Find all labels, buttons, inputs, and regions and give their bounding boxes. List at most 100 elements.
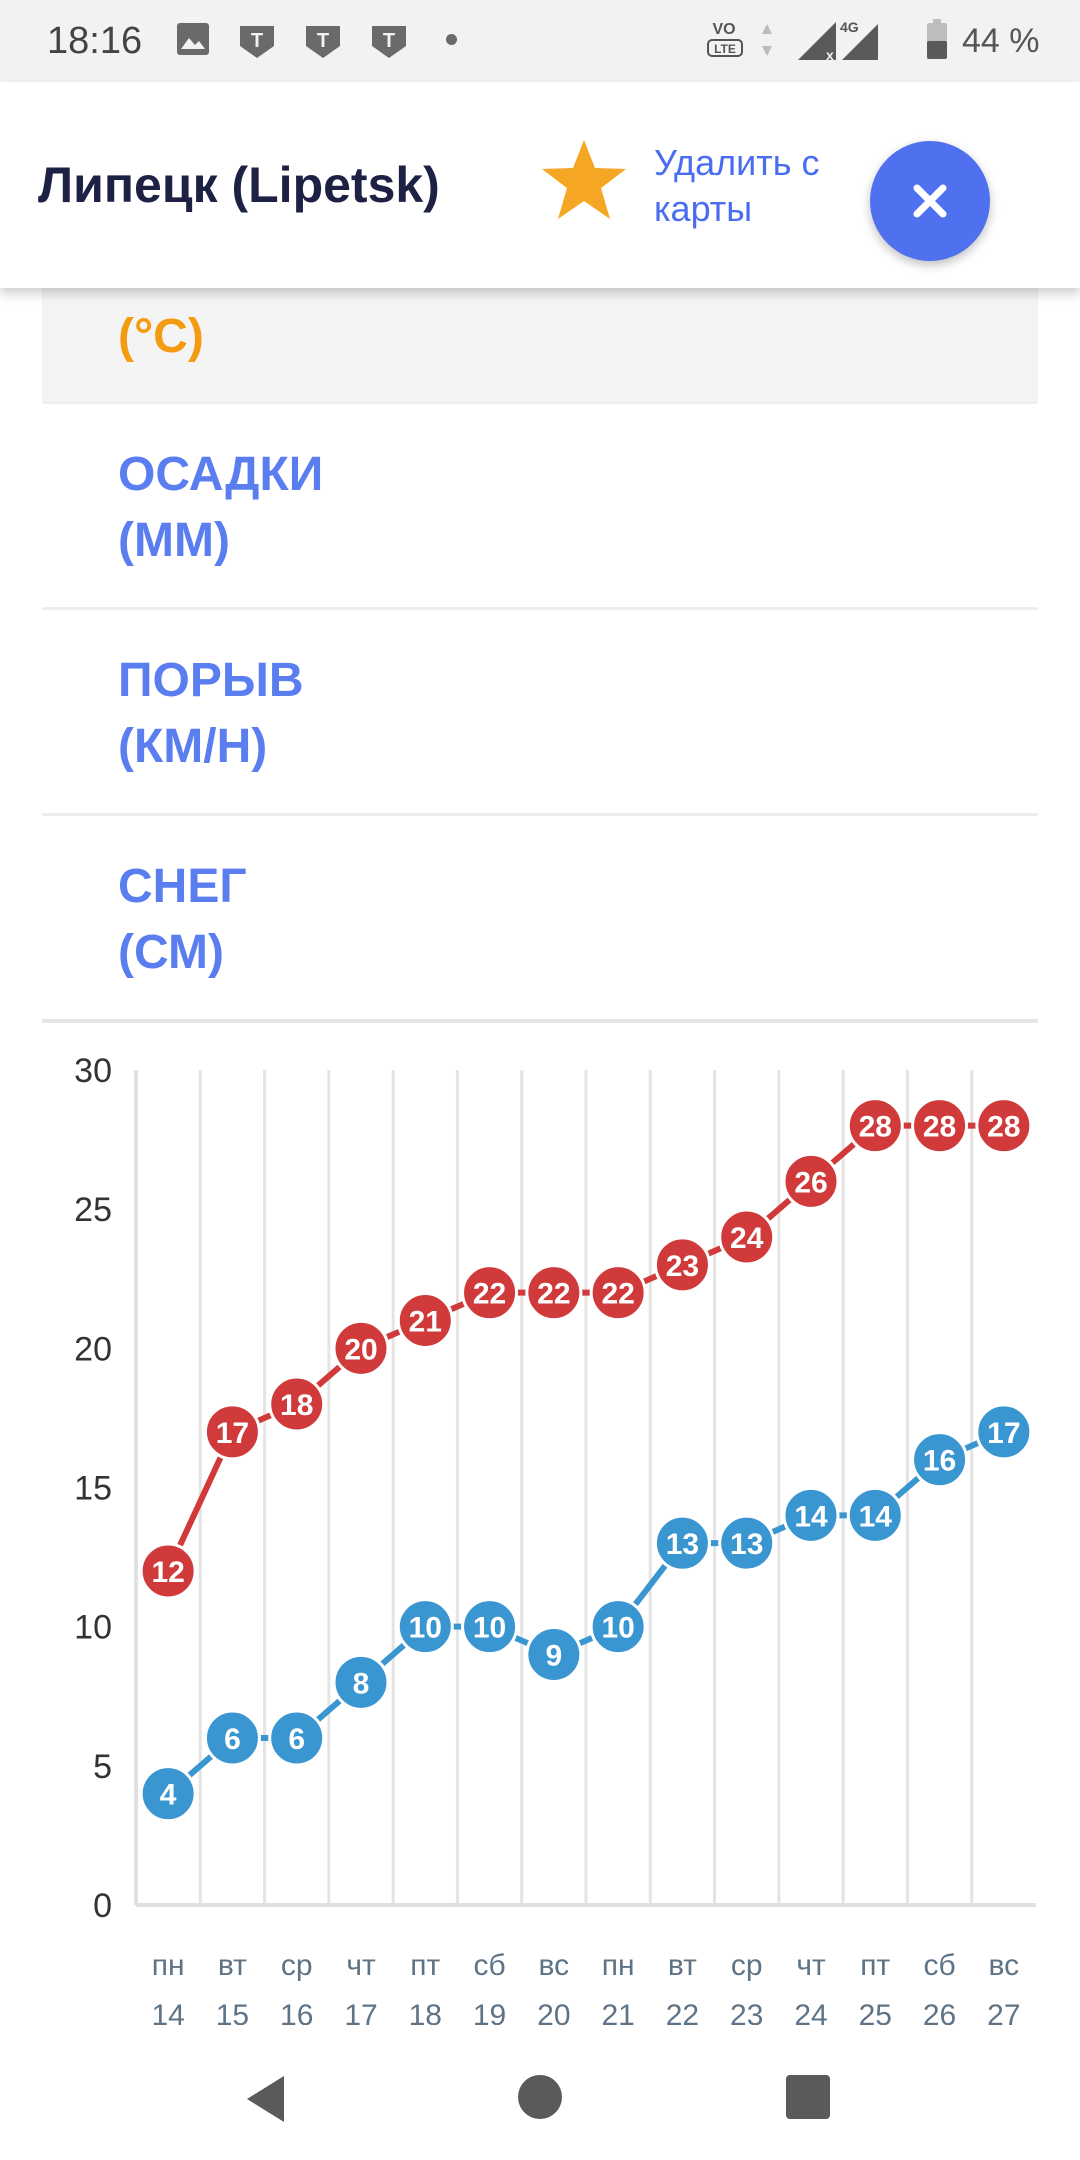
temperature-chart: 0 5 10 15 20 25 30 пн 14 вт 15 ср 16 чт 17 пт 18 сб 19 вс 20…: [74, 1052, 1036, 2025]
precipitation-row[interactable]: ОСАДКИ (ММ): [42, 404, 1038, 610]
snow-label: СНЕГ (СМ): [118, 854, 247, 986]
x-tick-day-label: чт: [796, 1949, 826, 1982]
x-tick-date-label: 17: [344, 1999, 377, 2025]
x-tick-day-label: ср: [281, 1949, 313, 1982]
signal-icon: x: [798, 22, 836, 62]
x-tick-date-label: 22: [666, 1999, 699, 2025]
x-tick-day-label: пн: [152, 1949, 185, 1982]
page-title: Липецк (Lipetsk): [38, 157, 440, 213]
data-label: 14: [794, 1500, 828, 1533]
location-header: Липецк (Lipetsk) Удалить с карты: [0, 82, 1080, 288]
x-tick-day-label: вт: [218, 1949, 247, 1982]
battery-icon: [927, 19, 947, 59]
remove-from-map-link[interactable]: Удалить с карты: [654, 142, 820, 229]
data-label: 17: [216, 1417, 249, 1450]
svg-text:T: T: [383, 30, 395, 52]
gust-row[interactable]: ПОРЫВ (КМ/Н): [42, 610, 1038, 816]
data-label: 26: [794, 1166, 827, 1199]
recents-icon[interactable]: [786, 2075, 830, 2119]
x-tick-day-label: чт: [346, 1949, 376, 1982]
data-label: 28: [987, 1111, 1020, 1144]
x-tick-day-label: пт: [410, 1949, 440, 1982]
x-tick-day-label: вс: [989, 1949, 1020, 1982]
gust-label-unit: (КМ/Н): [118, 720, 268, 773]
data-label: 17: [987, 1417, 1020, 1450]
snow-row[interactable]: СНЕГ (СМ): [42, 816, 1038, 1023]
data-point: [461, 1264, 519, 1322]
data-point: [396, 1292, 454, 1349]
data-point: [139, 1765, 197, 1823]
data-label: 16: [923, 1445, 956, 1478]
data-point: [846, 1486, 904, 1544]
x-tick-date-label: 20: [537, 1999, 570, 2025]
data-label: 12: [151, 1556, 184, 1589]
x-tick-day-label: пт: [860, 1949, 890, 1982]
x-tick-day-label: пн: [602, 1949, 635, 1982]
x-tick-date-label: 26: [923, 1999, 956, 2025]
data-label: 6: [224, 1723, 241, 1756]
data-point: [268, 1375, 326, 1433]
data-label: 10: [409, 1612, 442, 1645]
t-app-icon: T: [240, 26, 274, 58]
data-label: 18: [280, 1389, 313, 1422]
data-point: [718, 1514, 776, 1572]
data-label: 22: [537, 1278, 570, 1311]
data-point: [718, 1208, 776, 1266]
navigation-bar: [0, 2030, 1080, 2160]
temperature-row[interactable]: (°C): [42, 288, 1038, 404]
data-point: [332, 1319, 390, 1377]
x-tick-date-label: 23: [730, 1999, 763, 2025]
data-label: 13: [666, 1528, 699, 1561]
data-point: [975, 1403, 1033, 1461]
y-tick-label: 10: [74, 1609, 112, 1647]
data-point: [975, 1097, 1033, 1155]
temperature-unit-label: (°C): [118, 310, 204, 363]
gust-label: ПОРЫВ (КМ/Н): [118, 648, 304, 780]
data-point: [203, 1403, 261, 1461]
signal-4g-icon: 4G: [840, 19, 878, 60]
data-label: 28: [859, 1111, 892, 1144]
star-icon[interactable]: [540, 138, 628, 222]
back-icon[interactable]: [244, 2074, 288, 2124]
close-button[interactable]: [870, 141, 990, 261]
status-time: 18:16: [47, 20, 143, 62]
data-label: 14: [859, 1500, 893, 1533]
t-app-icon: T: [306, 26, 340, 58]
data-label: 24: [730, 1222, 764, 1255]
y-tick-label: 30: [74, 1052, 112, 1090]
x-tick-date-label: 16: [280, 1999, 313, 2025]
x-tick-date-label: 14: [151, 1999, 184, 2025]
svg-text:x: x: [826, 47, 834, 62]
data-point: [203, 1709, 261, 1767]
svg-text:T: T: [317, 30, 329, 52]
data-point: [653, 1236, 711, 1294]
svg-text:T: T: [251, 30, 263, 52]
data-label: 28: [923, 1111, 956, 1144]
t-app-icon: T: [372, 26, 406, 58]
data-point: [846, 1097, 904, 1155]
svg-text:LTE: LTE: [714, 42, 736, 56]
data-point: [525, 1264, 583, 1322]
data-point: [139, 1542, 197, 1600]
data-point: [268, 1709, 326, 1767]
image-icon: [177, 23, 209, 55]
x-tick-day-label: сб: [923, 1949, 955, 1982]
gust-label-title: ПОРЫВ: [118, 654, 304, 707]
data-point: [653, 1514, 711, 1572]
y-tick-label: 20: [74, 1330, 112, 1368]
x-tick-date-label: 18: [409, 1999, 442, 2025]
data-label: 21: [409, 1306, 442, 1339]
y-tick-label: 15: [74, 1470, 112, 1508]
data-label: 9: [546, 1640, 563, 1673]
data-point: [911, 1431, 969, 1489]
data-point: [589, 1598, 647, 1656]
data-point: [911, 1097, 969, 1155]
data-point: [782, 1152, 840, 1210]
x-tick-day-label: вс: [539, 1949, 570, 1982]
data-label: 10: [601, 1612, 634, 1645]
x-tick-day-label: сб: [473, 1949, 505, 1982]
home-icon[interactable]: [518, 2075, 562, 2119]
battery-percent: 44 %: [962, 22, 1040, 60]
y-tick-label: 5: [93, 1748, 112, 1786]
status-bar: 18:16 T T T VO LTE x 4G 44 %: [0, 0, 1080, 82]
